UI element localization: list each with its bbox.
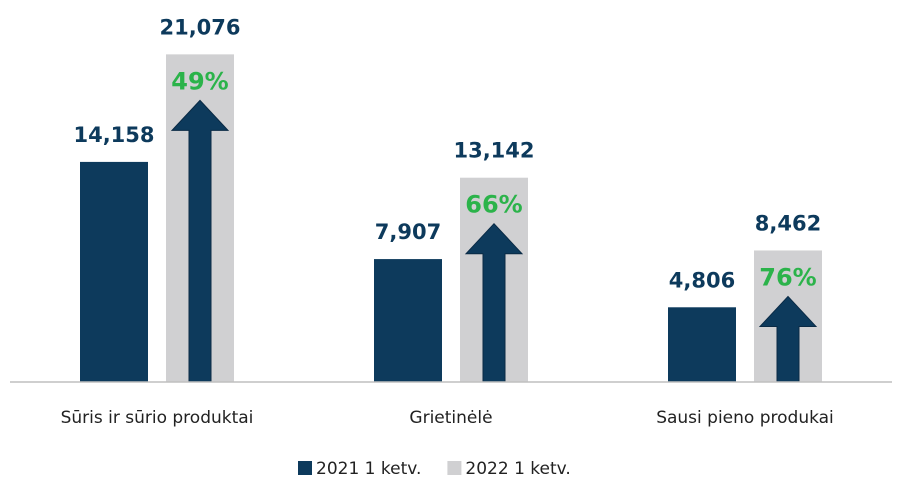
value-label: 7,907	[375, 220, 441, 244]
value-label: 4,806	[669, 268, 735, 292]
growth-arrow	[464, 222, 524, 383]
bar	[80, 161, 148, 382]
value-label: 13,142	[453, 139, 534, 163]
growth-arrow	[758, 295, 818, 383]
legend-swatch	[447, 461, 462, 475]
value-label: 21,076	[159, 15, 240, 39]
growth-label: 49%	[171, 67, 228, 95]
x-tick-label: Grietinėlė	[409, 408, 492, 428]
value-label: 8,462	[755, 211, 821, 235]
legend-label: 2021 1 ketv.	[316, 459, 421, 479]
growth-label: 66%	[465, 191, 522, 219]
growth-label: 76%	[759, 263, 816, 291]
x-tick-label: Sausi pieno produkai	[656, 408, 834, 428]
legend-swatch	[298, 461, 312, 475]
value-label: 14,158	[73, 123, 154, 147]
legend-label: 2022 1 ketv.	[465, 459, 570, 479]
x-tick-label: Sūris ir sūrio produktai	[61, 408, 254, 428]
bar	[668, 307, 736, 382]
growth-arrow	[170, 99, 230, 383]
bar	[374, 259, 442, 382]
